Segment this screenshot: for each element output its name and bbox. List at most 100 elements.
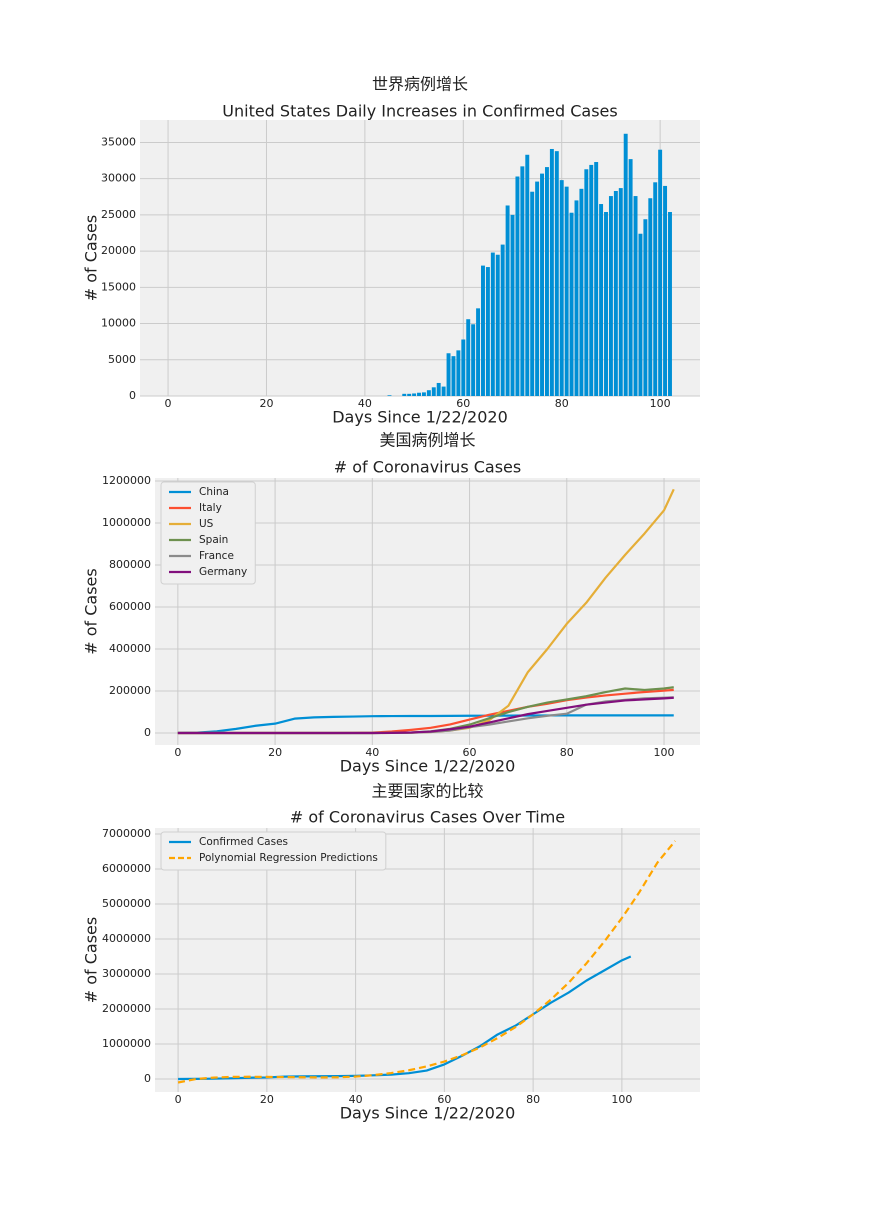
series-line — [177, 696, 674, 735]
x-tick-label: 20 — [268, 746, 282, 759]
x-tick-label: 100 — [611, 1093, 632, 1106]
bar — [485, 267, 490, 396]
bar — [559, 180, 564, 396]
bar — [549, 148, 554, 396]
y-tick-label: 200000 — [109, 684, 151, 697]
bar — [466, 319, 471, 396]
x-tick-label: 0 — [174, 746, 181, 759]
chart-title: 主要国家的比较 — [371, 782, 483, 801]
bar — [525, 154, 530, 396]
bar — [569, 212, 574, 396]
legend-label: Germany — [199, 566, 247, 578]
series-line — [177, 714, 674, 735]
bar — [426, 390, 431, 396]
bar — [431, 387, 436, 396]
plot-area — [155, 828, 700, 1092]
bar — [599, 204, 604, 396]
x-tick-label: 40 — [358, 397, 372, 410]
chart-subtitle: # of Coronavirus Cases Over Time — [290, 808, 565, 827]
bar — [476, 308, 481, 396]
x-tick-label: 40 — [349, 1093, 363, 1106]
bar — [540, 173, 545, 396]
bar — [441, 386, 446, 396]
bar — [648, 198, 653, 396]
x-tick-label: 0 — [175, 1093, 182, 1106]
series-line — [177, 840, 677, 1084]
legend-label: Confirmed Cases — [199, 836, 288, 848]
y-tick-label: 600000 — [109, 600, 151, 613]
bar — [446, 353, 451, 396]
y-tick-label: 800000 — [109, 558, 151, 571]
x-axis-label: Days Since 1/22/2020 — [340, 1104, 516, 1123]
y-tick-label: 35000 — [101, 135, 136, 148]
y-axis-label: # of Cases — [82, 215, 101, 302]
bar — [628, 159, 633, 396]
y-axis-label: # of Cases — [82, 917, 101, 1004]
bar — [402, 393, 407, 396]
chart-subtitle: United States Daily Increases in Confirm… — [222, 102, 617, 121]
x-tick-label: 20 — [260, 1093, 274, 1106]
chart-subtitle: # of Coronavirus Cases — [334, 458, 521, 477]
y-tick-label: 15000 — [101, 280, 136, 293]
bar — [500, 244, 505, 396]
bar — [481, 265, 485, 396]
bar — [456, 350, 461, 396]
x-axis-label: Days Since 1/22/2020 — [332, 408, 508, 427]
y-tick-label: 1000000 — [102, 1037, 151, 1050]
bar — [515, 176, 520, 396]
bar — [417, 392, 421, 396]
bar — [421, 392, 426, 396]
y-tick-label: 25000 — [101, 208, 136, 221]
bar — [608, 196, 613, 396]
legend: China Italy US Spain France Germany — [160, 481, 256, 585]
y-tick-label: 1200000 — [102, 474, 151, 487]
chart-title: 世界病例增长 — [372, 75, 468, 94]
bar — [584, 169, 589, 396]
bar — [623, 133, 628, 396]
bar — [658, 149, 663, 396]
subplot: 美国病例增长 # of Coronavirus Cases Days Since 1… — [82, 431, 700, 776]
bar — [564, 186, 569, 396]
legend: Confirmed Cases Polynomial Regression Pre… — [160, 831, 387, 871]
y-tick-label: 7000000 — [102, 827, 151, 840]
x-tick-label: 60 — [456, 397, 470, 410]
bar — [535, 181, 540, 396]
legend-label: Spain — [199, 534, 228, 546]
y-tick-label: 0 — [129, 389, 136, 402]
bar — [594, 162, 599, 396]
y-tick-label: 3000000 — [102, 967, 151, 980]
bar — [604, 212, 608, 396]
y-tick-label: 0 — [144, 726, 151, 739]
bar — [618, 188, 623, 396]
bar — [544, 167, 549, 396]
bar — [579, 188, 584, 396]
y-tick-label: 30000 — [101, 172, 136, 185]
y-tick-label: 0 — [144, 1072, 151, 1085]
legend-label: China — [199, 486, 229, 498]
bar — [574, 200, 579, 396]
x-tick-label: 80 — [526, 1093, 540, 1106]
y-axis-label: # of Cases — [82, 568, 101, 655]
y-tick-label: 5000 — [108, 353, 136, 366]
legend-label: US — [199, 518, 214, 530]
bar — [554, 151, 559, 396]
bar — [407, 393, 412, 396]
x-tick-label: 60 — [463, 746, 477, 759]
subplot: 主要国家的比较 # of Coronavirus Cases Over Time D… — [82, 782, 700, 1123]
bar — [387, 395, 392, 396]
x-tick-label: 0 — [165, 397, 172, 410]
bar — [643, 219, 648, 396]
bar — [530, 191, 535, 396]
x-tick-label: 80 — [560, 746, 574, 759]
y-tick-label: 20000 — [101, 244, 136, 257]
y-tick-label: 1000000 — [102, 516, 151, 529]
y-tick-label: 2000000 — [102, 1002, 151, 1015]
bar — [461, 339, 466, 396]
y-tick-label: 6000000 — [102, 862, 151, 875]
bar — [510, 214, 515, 396]
bar — [633, 196, 638, 396]
x-tick-label: 100 — [654, 746, 675, 759]
bar — [412, 393, 417, 396]
x-tick-label: 80 — [555, 397, 569, 410]
